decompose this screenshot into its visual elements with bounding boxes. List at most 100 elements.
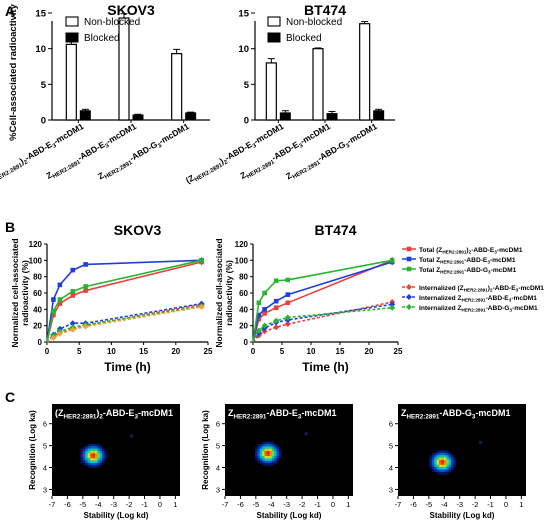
line-chart-skov3: SKOV3 0 20 40 60 80 100 120 0 5 10 15 20 25 Time (h) No… [10,222,213,374]
heatmap-cell [94,453,98,456]
legend-swatch-non-blocked [65,16,79,27]
y-tick-label: 4 [43,464,47,473]
heatmap-cell [271,448,275,452]
heatmap-cell [431,455,435,458]
heatmap-cell [87,443,91,447]
y-tick-label: 4 [389,464,393,473]
heatmap-cell [99,453,103,456]
heatmap-cell [446,471,449,475]
heatmap-cell [264,453,268,457]
x-tick-label: -1 [141,500,148,509]
y-tick-label: 5 [41,80,47,91]
heatmap-cell [436,467,440,470]
y-tick-label: 20 [33,322,42,331]
data-point [70,293,76,298]
chart-title: BT474 [304,2,346,18]
series-line [252,259,393,343]
heatmap-cell [446,469,449,473]
data-point [284,321,291,328]
heatmap-cell [279,455,282,459]
heatmap-cell [259,443,263,447]
heatmap-cell [97,448,100,452]
heatmap-cell [257,453,261,457]
heatmap-cell [267,460,270,464]
heatmap-cell [443,462,447,465]
heatmap-cell [434,467,437,470]
heatmap-cell [255,458,258,461]
heatmap-cell [434,455,437,458]
series-line [252,261,393,343]
heatmap-cell [448,455,452,458]
heatmap-cell [443,464,447,468]
heatmap-cell [102,448,105,452]
heatmap-cell [441,464,445,468]
heatmap-cell [448,457,452,461]
heatmap-cell [94,462,98,466]
y-tick-label: 3 [43,485,47,494]
heatmap-cell [453,464,457,468]
heatmap-cell [271,455,275,459]
heatmap-cell [279,451,282,454]
heatmap-cell [429,457,433,461]
heatmap-cell [97,462,100,466]
y-tick-label: 40 [33,305,42,314]
heatmap-cell [441,462,445,465]
x-tick-label: -2 [472,500,479,509]
y-tick-label: 10 [238,44,249,55]
heatmap-cell [269,451,273,454]
heatmap-cell [441,469,445,473]
y-tick-label: 40 [239,305,248,314]
data-point [51,312,56,318]
heatmap-cell [279,453,282,457]
heatmap-title: (ZHER2:2891)2-ABD-E3-mcDM1 [55,408,173,420]
bar-non-blocked [118,17,130,121]
legend-marker [406,294,412,300]
data-point [83,288,88,293]
heatmap-1: (ZHER2:2891)2-ABD-E3-mcDM1 -7 -6 -5 -4 -3 -2 -1… [28,404,180,520]
heatmap-cell [255,451,258,454]
heatmap-cell [271,441,275,445]
heatmap-cell [87,450,91,454]
legend-marker [406,266,412,272]
y-tick-label: 0 [41,116,46,127]
heatmap-cell [276,453,280,457]
heatmap-cell [90,450,93,454]
heatmap-cell [99,450,103,454]
heatmap-cell [264,448,268,452]
heatmap-cell [80,450,84,454]
heatmap-cell [436,469,440,473]
heatmap-cell [446,464,449,468]
heatmap-cell [262,458,265,461]
bar-chart-skov3: SKOV3051015(ZHER2:2891)2-ABD-E3-mcDM1ZHE… [0,2,210,183]
y-axis-title: Recognition (Log ka) [201,410,210,490]
heatmap-cell [434,464,437,468]
heatmap-cell [262,448,265,452]
heatmap-cell [269,441,273,445]
y-tick-label: 5 [389,442,393,451]
data-point [285,300,291,306]
heatmap-background [225,404,353,496]
heatmap-cell [304,432,308,436]
heatmap-cell [446,457,449,461]
heatmap-cell [267,448,270,452]
heatmap-cell [431,459,435,463]
heatmap-cell [97,465,100,468]
heatmap-cell [257,458,261,461]
heatmap-cell [434,462,437,465]
data-point [389,304,396,311]
heatmap-cell [90,453,93,456]
x-tick-label: 5 [77,347,82,356]
data-point [285,292,291,297]
data-point [70,289,76,294]
heatmap-title: ZHER2:2891-ABD-G3-mcDM1 [401,408,510,420]
heatmap-cell [274,448,277,452]
bar-non-blocked [265,62,277,121]
heatmap-cell [271,446,275,449]
heatmap-cell [436,457,440,461]
data-point [256,316,262,322]
heatmap-cell [85,453,88,456]
y-tick-label: 60 [33,289,42,298]
heatmap-cell [271,463,275,466]
x-tick-label: 5 [280,347,285,356]
x-tick-label: -5 [80,500,87,509]
